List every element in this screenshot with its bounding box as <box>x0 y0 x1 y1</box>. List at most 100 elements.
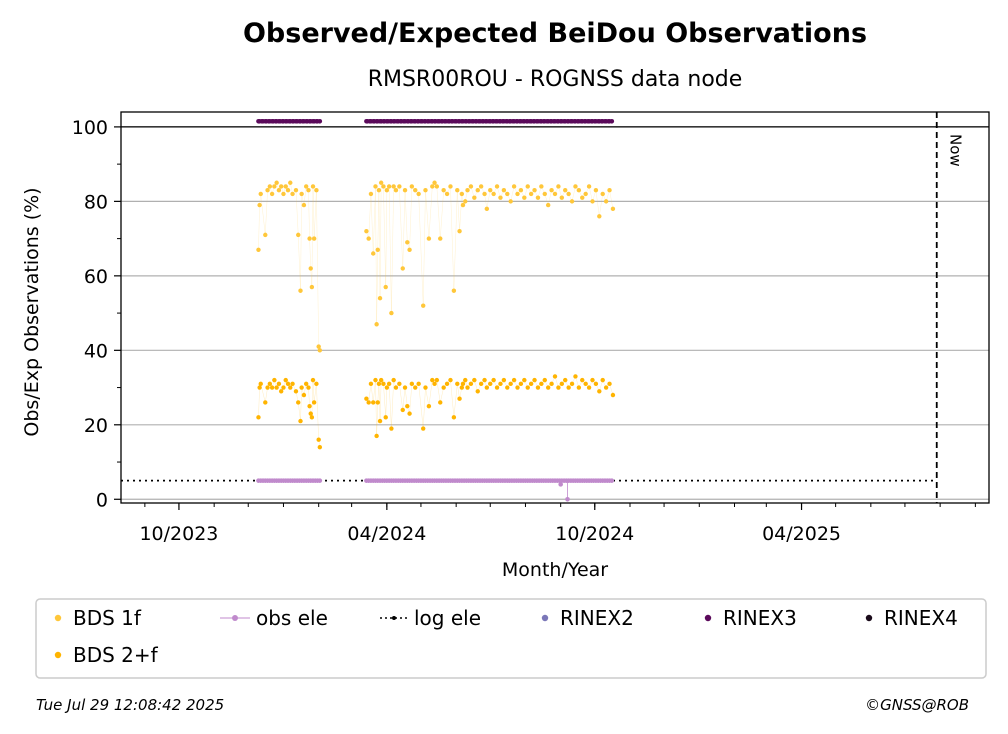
data-point-bds-2-f <box>375 400 380 405</box>
series-connector <box>370 383 374 403</box>
data-point-bds-2-f <box>307 403 312 409</box>
data-point-bds-2-f <box>423 385 428 390</box>
data-point-bds-1f <box>381 184 386 189</box>
data-point-bds-2-f <box>451 415 457 420</box>
data-point-bds-2-f <box>463 377 468 383</box>
data-point-bds-1f <box>444 191 450 197</box>
data-point-bds-2-f <box>566 385 571 390</box>
data-point-bds-1f <box>285 188 291 193</box>
data-point-bds-2-f <box>539 381 544 387</box>
data-point-obs-ele <box>558 482 563 487</box>
data-point-bds-1f <box>549 188 554 193</box>
legend-label: RINEX2 <box>560 606 634 630</box>
data-point-bds-2-f <box>285 381 291 387</box>
data-point-bds-2-f <box>306 385 311 390</box>
data-point-bds-2-f <box>583 381 588 387</box>
series-connector <box>378 190 381 299</box>
data-point-bds-2-f <box>532 377 537 383</box>
series-connector <box>388 186 392 314</box>
data-point-bds-2-f <box>384 385 390 390</box>
x-tick-label: 10/2024 <box>555 523 634 545</box>
series-connector <box>484 193 488 209</box>
data-point-bds-2-f <box>552 374 558 379</box>
series-connector <box>309 238 311 269</box>
series-connector <box>311 380 314 418</box>
data-point-bds-1f <box>296 232 301 238</box>
series-connector <box>588 186 593 202</box>
series-connector <box>383 186 386 288</box>
data-point-bds-2-f <box>603 385 609 390</box>
series-connector <box>376 402 379 436</box>
data-point-bds-2-f <box>400 407 405 413</box>
data-point-bds-1f <box>306 188 311 193</box>
plot-frame <box>120 111 990 504</box>
data-point-bds-2-f <box>475 389 480 394</box>
series-connector <box>510 186 515 202</box>
series-connector <box>368 193 372 239</box>
legend-item: log ele <box>380 606 481 630</box>
data-point-bds-1f <box>438 236 443 241</box>
series-connector <box>300 193 302 291</box>
data-point-bds-1f <box>586 184 592 189</box>
y-tick-label: 20 <box>84 415 108 437</box>
data-point-bds-2-f <box>397 381 402 387</box>
data-point-bds-1f <box>472 195 477 200</box>
data-point-bds-2-f <box>405 403 410 409</box>
data-point-bds-1f <box>482 191 487 197</box>
data-point-bds-1f <box>272 184 277 189</box>
data-point-bds-1f <box>310 184 316 189</box>
series-connector <box>375 380 377 436</box>
data-point-bds-1f <box>301 202 307 208</box>
series-connector <box>310 268 313 288</box>
series-connector <box>486 190 491 209</box>
data-point-bds-2-f <box>272 377 277 383</box>
data-point-bds-2-f <box>434 377 440 383</box>
data-point-bds-2-f <box>269 385 275 390</box>
data-point-bds-1f <box>386 184 392 189</box>
data-point-bds-1f <box>384 188 390 193</box>
data-point-bds-1f <box>293 188 299 193</box>
data-point-bds-1f <box>463 199 468 204</box>
data-point-bds-2-f <box>569 381 575 387</box>
series-connector <box>391 186 394 314</box>
series-connector <box>418 193 424 306</box>
data-point-bds-1f <box>375 247 380 252</box>
data-point-bds-2-f <box>459 385 465 390</box>
data-point-bds-2-f <box>528 381 534 387</box>
data-point-bds-2-f <box>542 377 547 383</box>
series-connector <box>388 383 392 429</box>
x-tick-label: 10/2023 <box>139 523 218 545</box>
data-point-bds-2-f <box>522 377 527 383</box>
data-point-bds-1f <box>405 240 410 245</box>
series-connector <box>404 190 408 243</box>
data-point-bds-1f <box>501 188 507 193</box>
data-point-bds-1f <box>378 180 384 185</box>
series-connector <box>459 193 463 232</box>
data-point-bds-2-f <box>590 377 595 383</box>
data-point-bds-1f <box>593 188 599 193</box>
data-point-bds-1f <box>377 295 383 301</box>
series-connector <box>609 190 614 209</box>
data-point-bds-2-f <box>545 385 551 390</box>
series-connector <box>370 193 374 254</box>
data-point-bds-2-f <box>296 400 301 405</box>
data-point-bds-2-f <box>371 400 376 405</box>
data-point-bds-2-f <box>391 377 396 383</box>
data-point-bds-2-f <box>586 385 592 390</box>
data-point-bds-2-f <box>376 381 382 387</box>
series-connector <box>385 387 388 418</box>
series-connector <box>258 205 260 250</box>
data-point-bds-2-f <box>515 385 520 390</box>
y-tick-label: 40 <box>84 340 108 362</box>
data-point-bds-1f <box>457 228 462 234</box>
data-point-bds-2-f <box>377 418 383 424</box>
data-point-obs-ele <box>565 496 570 502</box>
series-connector <box>450 186 455 291</box>
data-point-bds-2-f <box>426 403 432 409</box>
legend-marker <box>54 614 62 622</box>
data-point-bds-1f <box>303 184 309 189</box>
data-point-bds-1f <box>460 202 466 208</box>
series-connector <box>308 190 310 239</box>
data-point-bds-1f <box>573 184 578 189</box>
